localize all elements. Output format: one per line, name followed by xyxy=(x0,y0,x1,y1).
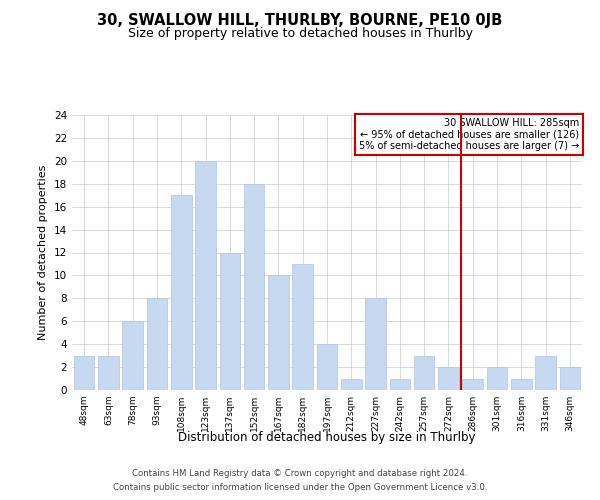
Bar xyxy=(414,356,434,390)
Text: Distribution of detached houses by size in Thurlby: Distribution of detached houses by size … xyxy=(178,431,476,444)
Bar xyxy=(438,367,459,390)
Bar xyxy=(389,378,410,390)
Bar xyxy=(268,276,289,390)
Bar xyxy=(122,322,143,390)
Bar xyxy=(560,367,580,390)
Bar xyxy=(341,378,362,390)
Bar xyxy=(365,298,386,390)
Bar xyxy=(244,184,265,390)
Text: Contains public sector information licensed under the Open Government Licence v3: Contains public sector information licen… xyxy=(113,484,487,492)
Bar xyxy=(292,264,313,390)
Bar xyxy=(487,367,508,390)
Bar xyxy=(146,298,167,390)
Bar xyxy=(220,252,240,390)
Bar xyxy=(535,356,556,390)
Bar xyxy=(317,344,337,390)
Bar xyxy=(74,356,94,390)
Text: 30 SWALLOW HILL: 285sqm
← 95% of detached houses are smaller (126)
5% of semi-de: 30 SWALLOW HILL: 285sqm ← 95% of detache… xyxy=(359,118,579,151)
Bar xyxy=(463,378,483,390)
Bar xyxy=(171,195,191,390)
Text: 30, SWALLOW HILL, THURLBY, BOURNE, PE10 0JB: 30, SWALLOW HILL, THURLBY, BOURNE, PE10 … xyxy=(97,12,503,28)
Bar xyxy=(511,378,532,390)
Y-axis label: Number of detached properties: Number of detached properties xyxy=(38,165,49,340)
Text: Contains HM Land Registry data © Crown copyright and database right 2024.: Contains HM Land Registry data © Crown c… xyxy=(132,468,468,477)
Bar xyxy=(195,161,216,390)
Bar xyxy=(98,356,119,390)
Text: Size of property relative to detached houses in Thurlby: Size of property relative to detached ho… xyxy=(128,28,473,40)
